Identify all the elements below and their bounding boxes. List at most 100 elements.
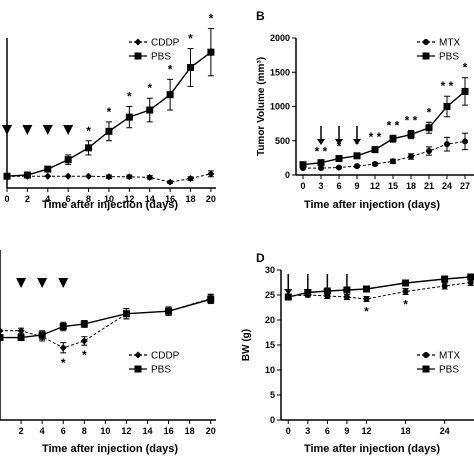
significance-marker: * * — [369, 130, 382, 144]
data-point-cddp — [207, 170, 215, 178]
significance-marker: * — [168, 62, 173, 76]
data-point-mtx — [318, 165, 324, 172]
x-tick-label: 20 — [206, 194, 216, 204]
legend-label-pbs: PBS — [439, 365, 459, 376]
data-point-pbs — [59, 323, 67, 330]
treatment-arrow-head — [335, 139, 343, 145]
treatment-arrowhead — [63, 125, 74, 135]
x-tick-label: 27 — [460, 181, 470, 191]
data-point-mtx — [462, 138, 468, 145]
data-point-pbs — [425, 124, 433, 132]
data-point-pbs — [64, 156, 72, 164]
data-point-pbs — [85, 144, 93, 152]
legend-label-cddp: CDDP — [151, 351, 180, 362]
treatment-arrow-head — [303, 289, 312, 295]
data-point-pbs — [44, 165, 52, 173]
x-tick-label: 24 — [442, 181, 452, 191]
y-tick-label: 0 — [285, 170, 290, 180]
significance-marker: * * — [315, 144, 328, 158]
legend-marker-pbs — [422, 52, 430, 60]
data-point-pbs — [441, 275, 449, 283]
series-line-pbs — [302, 90, 466, 166]
legend-marker-cddp — [134, 38, 142, 46]
chart-panel-b-tumor-volume-mtx: 0 3 6 9 12 15 18 21 24 27 0 500 1000 1500 2000 Time aft… — [256, 33, 474, 211]
y-tick-label: 0 — [270, 415, 275, 425]
data-point-pbs — [353, 152, 361, 160]
data-point-pbs — [166, 91, 174, 99]
x-tick-label: 14 — [143, 426, 153, 436]
data-point-pbs — [38, 331, 46, 339]
y-axis-title: BW (g) — [241, 329, 252, 361]
x-tick-label: 12 — [370, 181, 380, 191]
y-tick-label: 500 — [275, 136, 290, 146]
chart-panel-c-body-weight-cddp: 2 4 6 8 10 12 14 16 18 20 Time after injection (da… — [0, 250, 216, 455]
data-point-cddp — [85, 172, 93, 180]
data-point-cddp — [0, 327, 4, 335]
data-point-pbs — [207, 48, 215, 56]
data-point-pbs — [371, 146, 379, 154]
x-tick-label: 6 — [61, 426, 66, 436]
data-point-cddp — [59, 344, 67, 352]
significance-marker: * — [107, 105, 112, 119]
data-point-pbs — [125, 113, 133, 121]
x-tick-label: 3 — [318, 181, 323, 191]
x-tick-label: 2 — [25, 194, 30, 204]
treatment-arrow-head — [342, 289, 351, 295]
legend-label-mtx: MTX — [439, 351, 460, 362]
significance-marker: * — [82, 348, 87, 362]
x-tick-label: 24 — [440, 426, 450, 436]
x-tick-label: 3 — [305, 426, 310, 436]
treatment-arrow-head — [323, 289, 332, 295]
panel-letter-b: B — [256, 9, 265, 23]
data-point-mtx — [441, 283, 448, 289]
series-line-cddp — [0, 297, 211, 349]
data-point-pbs — [3, 172, 11, 180]
data-point-mtx — [402, 288, 409, 295]
significance-marker: * * — [441, 79, 454, 93]
x-axis-title: Time after injection (days) — [304, 199, 440, 211]
significance-marker: * — [355, 137, 360, 151]
data-point-pbs — [407, 131, 415, 139]
data-point-pbs — [299, 161, 307, 169]
x-tick-label: 0 — [286, 426, 291, 436]
data-point-mtx — [444, 141, 450, 148]
data-point-pbs — [389, 135, 397, 143]
legend-marker-pbs — [134, 52, 142, 60]
legend-marker-mtx — [423, 352, 429, 358]
data-point-pbs — [165, 307, 173, 315]
data-point-pbs — [335, 155, 343, 163]
x-axis-title: Time after injection (days) — [42, 199, 178, 211]
x-tick-label: 0 — [300, 181, 305, 191]
legend-marker-cddp — [134, 351, 142, 359]
data-point-pbs — [122, 310, 130, 318]
data-point-cddp — [166, 178, 174, 186]
legend-label-cddp: CDDP — [151, 38, 180, 49]
data-point-mtx — [372, 161, 378, 168]
data-point-pbs — [80, 320, 88, 328]
data-point-pbs — [23, 171, 31, 179]
significance-marker: * — [127, 90, 132, 104]
data-point-pbs — [317, 159, 325, 167]
legend-label-pbs: PBS — [151, 52, 171, 63]
significance-marker: * — [209, 12, 214, 26]
data-point-cddp — [105, 173, 113, 181]
legend-label-mtx: MTX — [439, 38, 460, 49]
x-tick-label: 18 — [401, 426, 411, 436]
data-point-cddp — [17, 327, 25, 335]
treatment-arrowhead — [37, 278, 48, 288]
x-tick-label: 4 — [40, 426, 45, 436]
treatment-arrow-head — [353, 139, 361, 145]
x-axis-title: Time after injection (days) — [304, 443, 440, 455]
data-point-pbs — [467, 273, 474, 281]
data-point-pbs — [0, 334, 4, 342]
significance-marker: * — [403, 298, 408, 312]
legend-label-pbs: PBS — [151, 365, 171, 376]
data-point-mtx — [336, 164, 342, 171]
y-tick-label: 2000 — [270, 33, 290, 43]
y-tick-label: 1000 — [270, 102, 290, 112]
y-tick-label: 1500 — [270, 67, 290, 77]
significance-marker: * — [147, 81, 152, 95]
treatment-arrowhead — [42, 125, 53, 135]
x-tick-label: 15 — [388, 181, 398, 191]
